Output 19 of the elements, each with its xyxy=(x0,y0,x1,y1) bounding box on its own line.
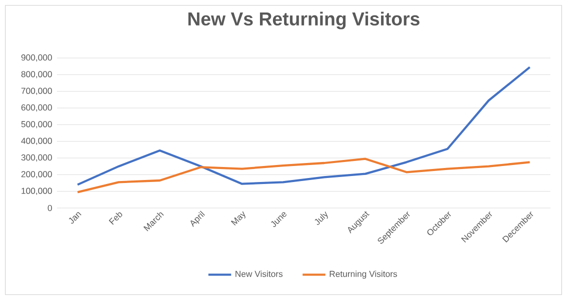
x-tick-label: Feb xyxy=(108,212,122,225)
y-tick-label: 100,000 xyxy=(22,188,52,195)
legend-label: New Visitors xyxy=(236,270,283,277)
y-tick-label: 0 xyxy=(48,204,52,212)
x-tick-label: July xyxy=(314,211,328,225)
y-tick-label: 700,000 xyxy=(21,88,52,95)
x-tick-label: Jan xyxy=(68,212,82,224)
y-tick-label: 400,000 xyxy=(21,138,52,145)
y-tick-label: 900,000 xyxy=(21,54,52,62)
line-series xyxy=(76,66,531,186)
y-tick-label: 500,000 xyxy=(21,121,52,128)
x-tick-label: May xyxy=(230,211,246,226)
line-series xyxy=(76,158,531,194)
y-tick-label: 800,000 xyxy=(21,71,52,78)
y-tick-label: 200,000 xyxy=(21,171,52,178)
legend-label: Returning Visitors xyxy=(330,270,398,279)
y-tick-label: 300,000 xyxy=(21,154,52,162)
chart-title: New Vs Returning Visitors xyxy=(188,12,420,30)
y-tick-label: 600,000 xyxy=(21,104,52,112)
